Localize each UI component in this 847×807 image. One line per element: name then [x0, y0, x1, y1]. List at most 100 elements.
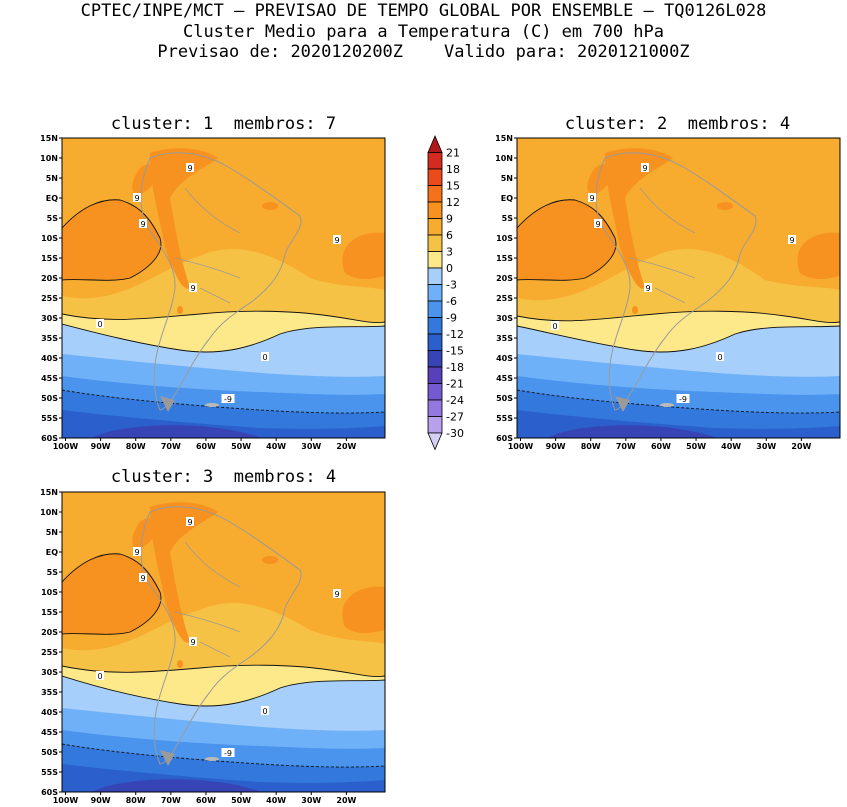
colorbar-label: 18 [446, 163, 460, 176]
lat-tick-label: EQ [46, 548, 58, 557]
colorbar-segment [427, 218, 443, 236]
colorbar-segment [427, 416, 443, 434]
contour-label-9: 9 [139, 573, 147, 583]
lat-tick-label: 50S [41, 394, 58, 403]
contour-label-9: 9 [189, 283, 197, 293]
contour-label-minus-9: -9 [221, 748, 235, 758]
lat-tick-label: 25S [496, 294, 513, 303]
lon-tick-label: 100W [53, 442, 79, 451]
svg-text:9: 9 [595, 220, 600, 229]
lon-tick-label: 70W [616, 442, 636, 451]
header-line-2: Cluster Medio para a Temperatura (C) em … [182, 22, 665, 42]
colorbar-label: -30 [446, 427, 464, 440]
colorbar-label: -24 [446, 394, 464, 407]
panel-2-title: cluster: 2 membros: 4 [564, 114, 791, 134]
colorbar-segment [427, 383, 443, 401]
lat-tick-label: 40S [41, 354, 58, 363]
lon-tick-label: 30W [301, 796, 321, 805]
lat-tick-label: 20S [496, 274, 513, 283]
svg-text:9: 9 [140, 574, 145, 583]
colorbar-segment [427, 432, 443, 450]
colorbar-label: -3 [446, 279, 457, 292]
colorbar-segment [427, 284, 443, 302]
svg-text:9: 9 [134, 548, 139, 557]
lat-tick-label: 5N [46, 528, 58, 537]
panel-1-title: cluster: 1 membros: 7 [110, 114, 337, 134]
colorbar-segment [427, 350, 443, 368]
svg-text:9: 9 [645, 284, 650, 293]
lon-tick-label: 90W [546, 442, 566, 451]
contour-label-9: 9 [189, 637, 197, 647]
contour-label-minus-9: -9 [221, 394, 235, 404]
header-line-3: Previsao de: 2020120200Z Valido para: 20… [157, 42, 690, 62]
colorbar: 21 18 15 12 9 6 3 0 -3 -6 -9 -12 -15 -18 -21 -24 -27 -30 [427, 134, 464, 450]
lon-tick-label: 40W [266, 442, 286, 451]
contour-label-0: 0 [716, 352, 724, 362]
lat-tick-label: 30S [41, 314, 58, 323]
contour-label-0: 0 [261, 706, 269, 716]
lat-tick-label: 10N [495, 154, 513, 163]
svg-text:0: 0 [262, 707, 267, 716]
svg-text:9: 9 [134, 194, 139, 203]
colorbar-label: -21 [446, 378, 464, 391]
contour-label-9: 9 [333, 235, 341, 245]
lat-tick-label: 5S [47, 214, 59, 223]
svg-text:9: 9 [642, 164, 647, 173]
contour-label-9: 9 [588, 193, 596, 203]
lat-tick-label: 15N [40, 488, 58, 497]
lat-tick-label: 35S [496, 334, 513, 343]
colorbar-segment [427, 267, 443, 285]
contour-label-0: 0 [261, 352, 269, 362]
lon-tick-label: 100W [508, 442, 534, 451]
colorbar-segment [427, 168, 443, 186]
lon-tick-label: 80W [126, 796, 146, 805]
lat-tick-label: 55S [41, 768, 58, 777]
svg-text:0: 0 [552, 322, 557, 331]
svg-text:9: 9 [187, 164, 192, 173]
svg-text:0: 0 [97, 672, 102, 681]
colorbar-segment [427, 201, 443, 219]
colorbar-segment [427, 317, 443, 335]
svg-text:-9: -9 [679, 395, 687, 404]
lon-tick-label: 20W [336, 796, 356, 805]
colorbar-segment [427, 185, 443, 203]
svg-text:9: 9 [334, 590, 339, 599]
lat-tick-label: 15S [41, 608, 58, 617]
contour-label-9: 9 [186, 163, 194, 173]
lon-tick-label: 100W [53, 796, 79, 805]
lat-tick-label: 55S [41, 414, 58, 423]
colorbar-label: -9 [446, 312, 457, 325]
colorbar-label: 3 [446, 246, 453, 259]
colorbar-label: -27 [446, 411, 464, 424]
lat-tick-label: 35S [41, 334, 58, 343]
lon-tick-label: 80W [126, 442, 146, 451]
lat-tick-label: 15N [495, 134, 513, 143]
colorbar-segment [427, 333, 443, 351]
svg-text:0: 0 [97, 320, 102, 329]
svg-text:0: 0 [262, 353, 267, 362]
lon-tick-label: 50W [231, 796, 251, 805]
colorbar-label: 9 [446, 213, 453, 226]
contour-label-9: 9 [133, 193, 141, 203]
svg-text:0: 0 [717, 353, 722, 362]
lon-tick-label: 90W [91, 442, 111, 451]
colorbar-label: 12 [446, 196, 460, 209]
lat-tick-label: 5S [502, 214, 514, 223]
lat-tick-label: 35S [41, 688, 58, 697]
colorbar-segment [427, 234, 443, 252]
lat-tick-label: 50S [496, 394, 513, 403]
colorbar-label: -18 [446, 361, 464, 374]
colorbar-segment [427, 134, 443, 153]
lat-tick-label: 30S [41, 668, 58, 677]
panel-3-title: cluster: 3 membros: 4 [110, 467, 337, 487]
lon-tick-label: 60W [196, 796, 216, 805]
lat-tick-label: 55S [496, 414, 513, 423]
lon-tick-label: 70W [161, 796, 181, 805]
colorbar-segment [427, 251, 443, 269]
colorbar-label: -15 [446, 345, 464, 358]
colorbar-segment [427, 152, 443, 170]
lon-tick-label: 30W [301, 442, 321, 451]
lat-tick-label: 60S [41, 788, 58, 797]
contour-label-minus-9: -9 [676, 394, 690, 404]
lat-tick-label: 5N [46, 174, 58, 183]
